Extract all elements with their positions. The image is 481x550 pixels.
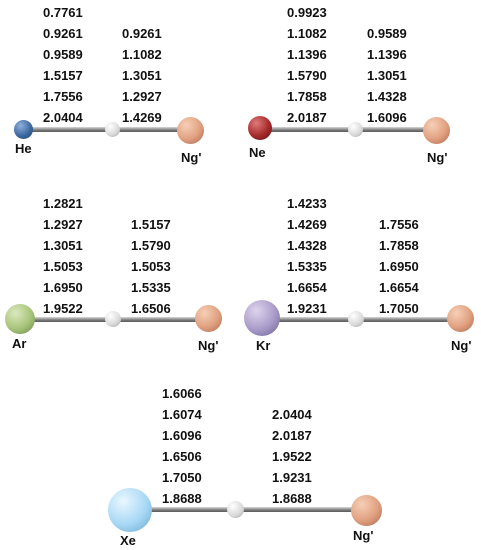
right-value: 1.7050	[379, 301, 419, 316]
ng-label: Ng'	[427, 150, 448, 165]
panel-kr: 1.4233 1.4269 1.4328 1.5335 1.6654 1.923…	[240, 185, 481, 365]
left-value: 1.7858	[287, 89, 327, 104]
left-value: 1.6950	[43, 280, 83, 295]
right-value: 1.9231	[272, 470, 312, 485]
right-value: 1.3051	[122, 68, 162, 83]
left-value: 1.2821	[43, 196, 83, 211]
right-value: 1.5157	[131, 217, 171, 232]
left-value: 1.7050	[162, 470, 202, 485]
he-label: He	[15, 141, 32, 156]
left-value: 1.9231	[287, 301, 327, 316]
right-value: 1.4269	[122, 110, 162, 125]
left-value: 1.2927	[43, 217, 83, 232]
he-atom	[14, 120, 33, 139]
right-value: 1.3051	[367, 68, 407, 83]
left-value: 1.7556	[43, 89, 83, 104]
right-value: 1.9522	[272, 449, 312, 464]
panel-xe: 1.6066 1.6074 1.6096 1.6506 1.7050 1.868…	[100, 375, 400, 550]
left-value: 1.4233	[287, 196, 327, 211]
xe-atom	[108, 488, 152, 532]
right-value: 1.4328	[367, 89, 407, 104]
right-value: 1.5053	[131, 259, 171, 274]
right-value: 1.6096	[367, 110, 407, 125]
right-value: 1.6950	[379, 259, 419, 274]
left-value: 1.5335	[287, 259, 327, 274]
xe-label: Xe	[120, 533, 136, 548]
right-value: 1.5790	[131, 238, 171, 253]
right-value: 1.1396	[367, 47, 407, 62]
bond	[264, 317, 464, 322]
ng-atom	[423, 117, 450, 144]
ng-label: Ng'	[451, 338, 472, 353]
right-value: 1.6654	[379, 280, 419, 295]
central-atom	[227, 501, 244, 518]
right-value: 0.9589	[367, 26, 407, 41]
left-value: 0.9923	[287, 5, 327, 20]
panel-he: 0.7761 0.9261 0.9589 1.5157 1.7556 2.040…	[0, 0, 240, 180]
left-value: 1.5157	[43, 68, 83, 83]
left-value: 1.6654	[287, 280, 327, 295]
right-value: 1.1082	[122, 47, 162, 62]
left-value: 2.0187	[287, 110, 327, 125]
left-value: 1.6074	[162, 407, 202, 422]
right-value: 2.0404	[272, 407, 312, 422]
ng-label: Ng'	[198, 338, 219, 353]
left-value: 0.9261	[43, 26, 83, 41]
kr-atom	[244, 300, 280, 336]
left-value: 1.5790	[287, 68, 327, 83]
left-value: 1.4328	[287, 238, 327, 253]
panel-ar: 1.2821 1.2927 1.3051 1.5053 1.6950 1.952…	[0, 185, 240, 365]
left-value: 0.9589	[43, 47, 83, 62]
left-value: 1.6066	[162, 386, 202, 401]
left-value: 2.0404	[43, 110, 83, 125]
left-value: 1.1082	[287, 26, 327, 41]
central-atom	[105, 311, 121, 327]
ng-label: Ng'	[353, 528, 374, 543]
right-value: 1.2927	[122, 89, 162, 104]
ar-atom	[5, 304, 35, 334]
ar-label: Ar	[12, 336, 27, 351]
left-value: 1.5053	[43, 259, 83, 274]
left-value: 1.6506	[162, 449, 202, 464]
bond	[135, 507, 365, 512]
panel-ne: 0.9923 1.1082 1.1396 1.5790 1.7858 2.018…	[240, 0, 481, 180]
right-value: 1.7556	[379, 217, 419, 232]
ng-atom	[351, 495, 382, 526]
left-value: 1.9522	[43, 301, 83, 316]
right-value: 0.9261	[122, 26, 162, 41]
left-value: 1.4269	[287, 217, 327, 232]
left-value: 1.3051	[43, 238, 83, 253]
central-atom	[348, 311, 364, 327]
central-atom	[348, 122, 363, 137]
right-value: 1.6506	[131, 301, 171, 316]
left-value: 1.1396	[287, 47, 327, 62]
left-value: 1.8688	[162, 491, 202, 506]
ng-atom	[177, 117, 204, 144]
central-atom	[105, 122, 120, 137]
right-value: 1.7858	[379, 238, 419, 253]
left-value: 0.7761	[43, 5, 83, 20]
right-value: 1.8688	[272, 491, 312, 506]
ng-label: Ng'	[181, 150, 202, 165]
kr-label: Kr	[256, 338, 271, 353]
bond	[260, 127, 430, 132]
ng-atom	[195, 305, 222, 332]
right-value: 1.5335	[131, 280, 171, 295]
ng-atom	[447, 305, 474, 332]
ne-atom	[248, 116, 272, 140]
left-value: 1.6096	[162, 428, 202, 443]
right-value: 2.0187	[272, 428, 312, 443]
ne-label: Ne	[249, 145, 266, 160]
